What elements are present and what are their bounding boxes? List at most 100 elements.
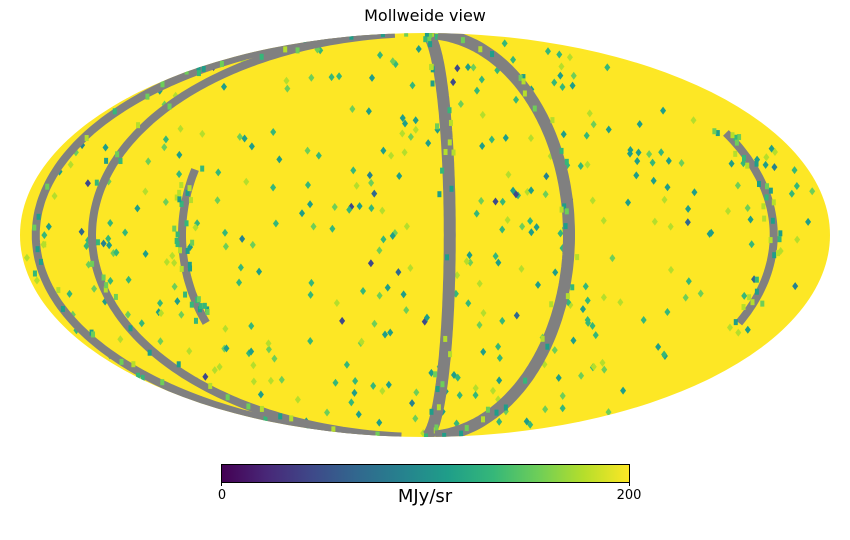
sky-pixel xyxy=(570,284,575,291)
sky-pixel xyxy=(35,246,40,253)
sky-pixel xyxy=(775,250,780,257)
sky-pixel xyxy=(198,303,203,310)
sky-pixel xyxy=(140,374,145,381)
sky-pixel xyxy=(555,373,562,382)
sky-pixel xyxy=(183,291,188,298)
sky-pixel xyxy=(437,191,442,198)
sky-pixel xyxy=(403,222,410,231)
sky-pixel xyxy=(200,165,205,172)
sky-pixel xyxy=(103,286,108,293)
sky-pixel xyxy=(125,275,132,284)
sky-pixel xyxy=(522,90,527,97)
sky-pixel xyxy=(222,242,229,251)
sky-pixel xyxy=(278,375,285,384)
sky-pixel xyxy=(205,308,210,315)
sky-pixel xyxy=(174,194,179,201)
sky-pixel xyxy=(494,409,499,416)
sky-pixel xyxy=(329,224,336,233)
sky-pixel xyxy=(222,228,229,237)
sky-pixel xyxy=(215,168,222,177)
mollweide-map xyxy=(20,33,830,437)
sky-pixel xyxy=(562,203,567,210)
sky-pixel xyxy=(756,180,761,187)
sky-pixel xyxy=(557,229,564,238)
sky-pixel xyxy=(464,425,469,432)
sky-pixel xyxy=(236,278,243,287)
sky-pixel xyxy=(371,319,378,328)
sky-pixel xyxy=(187,185,192,192)
sky-pixel xyxy=(267,376,274,385)
sky-pixel xyxy=(33,276,40,285)
sky-pixel xyxy=(578,371,585,380)
sky-pixel xyxy=(356,202,363,211)
sky-pixel xyxy=(283,76,290,85)
sky-pixel xyxy=(241,134,248,143)
sky-pixel xyxy=(762,215,767,222)
sky-pixel xyxy=(682,293,689,302)
sky-pixel xyxy=(460,37,465,44)
sky-pixel xyxy=(399,129,406,138)
sky-pixel xyxy=(112,108,117,115)
sky-pixel xyxy=(765,183,770,190)
sky-pixel xyxy=(440,167,445,174)
sky-pixel xyxy=(178,310,185,319)
sky-pixel xyxy=(45,183,50,190)
sky-pixel xyxy=(349,104,356,113)
sky-pixel xyxy=(175,241,180,248)
sky-pixel xyxy=(172,225,177,232)
sky-pixel xyxy=(490,51,495,58)
sky-pixel xyxy=(423,313,430,322)
sky-pixel xyxy=(158,309,165,318)
sky-pixel xyxy=(176,170,183,179)
sky-pixel xyxy=(726,323,733,332)
sky-pixel xyxy=(582,282,589,291)
sky-pixel xyxy=(488,135,495,144)
sky-pixel xyxy=(225,394,230,401)
sky-pixel xyxy=(145,93,150,100)
sky-pixel xyxy=(236,132,243,141)
sky-pixel xyxy=(584,160,591,169)
sky-pixel xyxy=(189,301,194,308)
sky-pixel xyxy=(265,339,272,348)
sky-pixel xyxy=(389,57,396,66)
sky-pixel xyxy=(770,217,775,224)
sky-pixel xyxy=(427,36,432,43)
sky-pixel xyxy=(518,74,523,81)
sky-pixel xyxy=(513,190,520,199)
sky-pixel xyxy=(684,218,691,227)
sky-pixel xyxy=(278,413,283,420)
sky-pixel xyxy=(466,251,473,260)
sky-pixel xyxy=(42,241,47,248)
sky-pixel xyxy=(142,187,149,196)
sky-pixel xyxy=(221,82,228,91)
sky-pixel xyxy=(649,158,656,167)
sky-pixel xyxy=(479,142,486,151)
colorbar-tick-max: 200 xyxy=(616,488,642,503)
sky-pixel xyxy=(733,150,738,157)
sky-pixel xyxy=(38,258,43,265)
sky-pixel xyxy=(715,130,720,137)
sky-pixel xyxy=(307,337,314,346)
sky-pixel xyxy=(32,224,37,231)
sky-pixel xyxy=(788,189,795,198)
sky-pixel xyxy=(368,178,375,187)
sky-pixel xyxy=(128,325,133,332)
sky-pixel xyxy=(737,134,742,141)
sky-pixel xyxy=(142,249,149,258)
sky-pixel xyxy=(754,160,759,167)
sky-pixel xyxy=(119,358,124,365)
sky-pixel xyxy=(617,298,624,307)
sky-pixel xyxy=(328,73,335,82)
sky-pixel xyxy=(147,349,152,356)
sky-pixel xyxy=(250,361,257,370)
sky-pixel xyxy=(449,185,454,192)
sky-pixel xyxy=(792,282,799,291)
sky-pixel xyxy=(747,215,754,224)
sky-pixel xyxy=(102,143,109,152)
sky-pixel xyxy=(454,271,461,280)
sky-pixel xyxy=(513,311,520,320)
sky-pixel xyxy=(380,235,387,244)
sky-pixel xyxy=(78,227,85,236)
sky-pixel xyxy=(448,119,453,126)
sky-pixel xyxy=(527,134,534,143)
